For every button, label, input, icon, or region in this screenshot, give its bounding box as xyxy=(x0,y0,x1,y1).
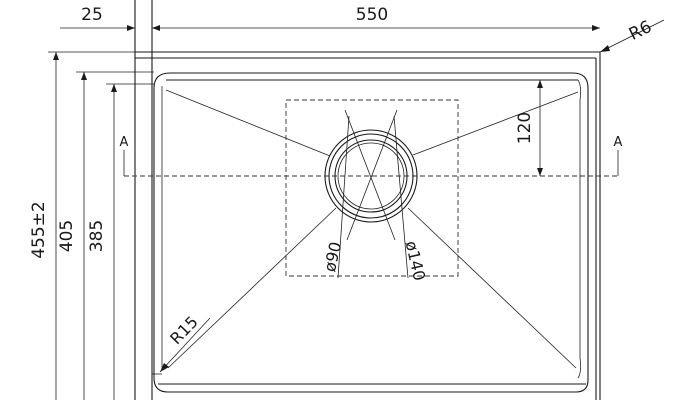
dimension-d90: ø90 xyxy=(320,240,345,274)
dimension-25: 25 xyxy=(81,5,103,25)
radius-r15: R15 xyxy=(159,312,211,373)
bowl-slope-lines xyxy=(165,89,579,369)
section-marker-right: A xyxy=(614,135,623,150)
drain-offset-dimension: 120 xyxy=(515,79,560,176)
dimension-385: 385 xyxy=(87,220,107,252)
bowl-rim xyxy=(153,72,589,393)
dimension-r6: R6 xyxy=(626,17,655,45)
sink-outline xyxy=(134,0,601,400)
top-dimensions: 25 550 xyxy=(60,5,600,31)
left-dimensions: 455±2 405 385 xyxy=(29,51,162,400)
drain-zone xyxy=(285,99,459,277)
section-line: A A xyxy=(120,135,623,177)
dimension-120: 120 xyxy=(515,112,535,144)
dimension-550: 550 xyxy=(356,5,388,25)
dimension-r15: R15 xyxy=(166,312,202,348)
dimension-405: 405 xyxy=(57,220,77,252)
section-marker-left: A xyxy=(120,135,129,150)
dimension-455: 455±2 xyxy=(29,201,49,259)
radius-r6: R6 xyxy=(599,17,665,53)
